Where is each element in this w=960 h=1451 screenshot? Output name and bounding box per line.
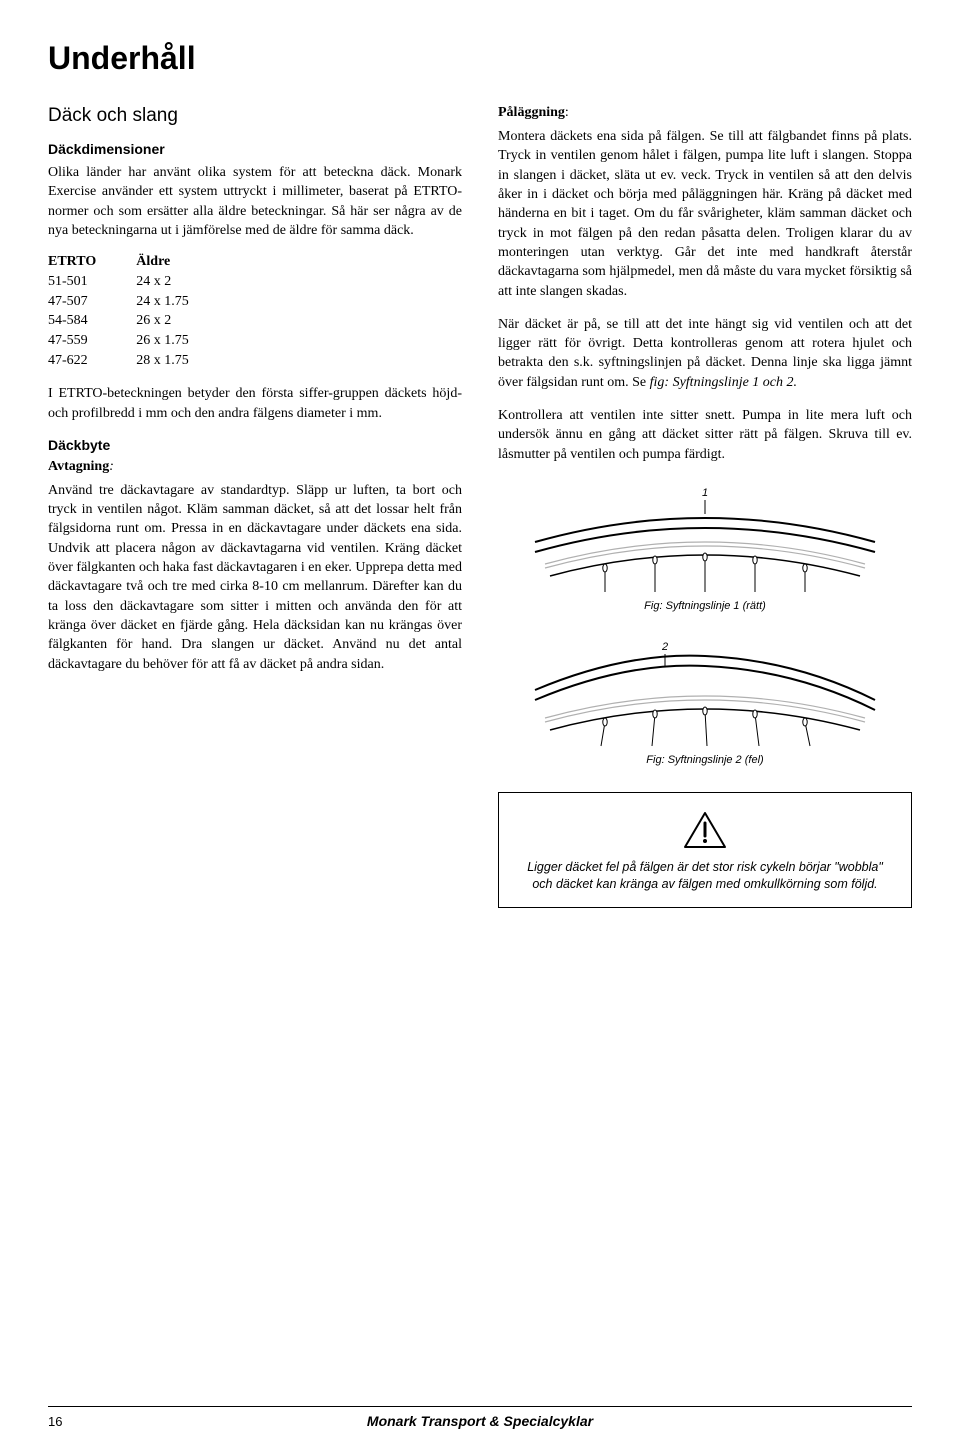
table-cell: 26 x 1.75 bbox=[136, 331, 189, 351]
warning-triangle-icon bbox=[683, 811, 727, 849]
para-mounting-2b: fig: Syftningslinje 1 och 2. bbox=[650, 375, 797, 390]
table-cell: 47-507 bbox=[48, 292, 96, 312]
warning-box: Ligger däcket fel på fälgen är det stor … bbox=[498, 792, 912, 908]
para-mounting-1: Montera däckets ena sida på fälgen. Se t… bbox=[498, 127, 912, 301]
figure-1: 1 Fig: Syftningslinje 1 bbox=[498, 484, 912, 612]
para-mounting-3: Kontrollera att ventilen inte sitter sne… bbox=[498, 406, 912, 464]
page-number: 16 bbox=[48, 1414, 104, 1429]
table-col-older: Äldre 24 x 2 24 x 1.75 26 x 2 26 x 1.75 … bbox=[136, 254, 189, 370]
svg-text:1: 1 bbox=[702, 487, 708, 499]
two-column-layout: Däck och slang Däckdimensioner Olika län… bbox=[48, 105, 912, 908]
table-cell: 26 x 2 bbox=[136, 311, 189, 331]
page-title: Underhåll bbox=[48, 40, 912, 77]
table-cell: 47-559 bbox=[48, 331, 96, 351]
svg-text:2: 2 bbox=[661, 641, 668, 653]
para-removal: Använd tre däckavtagare av standardtyp. … bbox=[48, 481, 462, 674]
page-footer: 16 Monark Transport & Specialcyklar bbox=[48, 1406, 912, 1429]
tire-diagram-correct-icon: 1 bbox=[525, 484, 885, 594]
table-cell: 28 x 1.75 bbox=[136, 351, 189, 371]
figure-2: 2 Fig: Syftningslinje 2 bbox=[498, 638, 912, 766]
left-column: Däck och slang Däckdimensioner Olika län… bbox=[48, 105, 462, 908]
subheading-tire-change: Däckbyte bbox=[48, 437, 462, 453]
tire-diagram-wrong-icon: 2 bbox=[525, 638, 885, 748]
para-etrto-explain: I ETRTO-beteckningen betyder den första … bbox=[48, 384, 462, 423]
table-cell: 54-584 bbox=[48, 311, 96, 331]
figure-2-caption: Fig: Syftningslinje 2 (fel) bbox=[498, 754, 912, 766]
table-cell: 24 x 1.75 bbox=[136, 292, 189, 312]
table-cell: 24 x 2 bbox=[136, 272, 189, 292]
footer-title: Monark Transport & Specialcyklar bbox=[104, 1413, 856, 1429]
warning-text: Ligger däcket fel på fälgen är det stor … bbox=[519, 859, 891, 893]
table-col-etrto: ETRTO 51-501 47-507 54-584 47-559 47-622 bbox=[48, 254, 96, 370]
label-mounting: Påläggning: bbox=[498, 105, 912, 121]
removal-label-text: Avtagning bbox=[48, 459, 109, 474]
tire-size-table: ETRTO 51-501 47-507 54-584 47-559 47-622… bbox=[48, 254, 462, 370]
subheading-dimensions: Däckdimensioner bbox=[48, 141, 462, 157]
table-header: ETRTO bbox=[48, 254, 96, 270]
mounting-label-text: Påläggning bbox=[498, 105, 565, 120]
table-cell: 47-622 bbox=[48, 351, 96, 371]
section-heading-tires: Däck och slang bbox=[48, 105, 462, 127]
para-mounting-2: När däcket är på, se till att det inte h… bbox=[498, 315, 912, 392]
right-column: Påläggning: Montera däckets ena sida på … bbox=[498, 105, 912, 908]
table-header: Äldre bbox=[136, 254, 189, 270]
para-dimensions: Olika länder har använt olika system för… bbox=[48, 163, 462, 240]
figure-1-caption: Fig: Syftningslinje 1 (rätt) bbox=[498, 600, 912, 612]
label-removal: Avtagning: bbox=[48, 459, 462, 475]
table-cell: 51-501 bbox=[48, 272, 96, 292]
